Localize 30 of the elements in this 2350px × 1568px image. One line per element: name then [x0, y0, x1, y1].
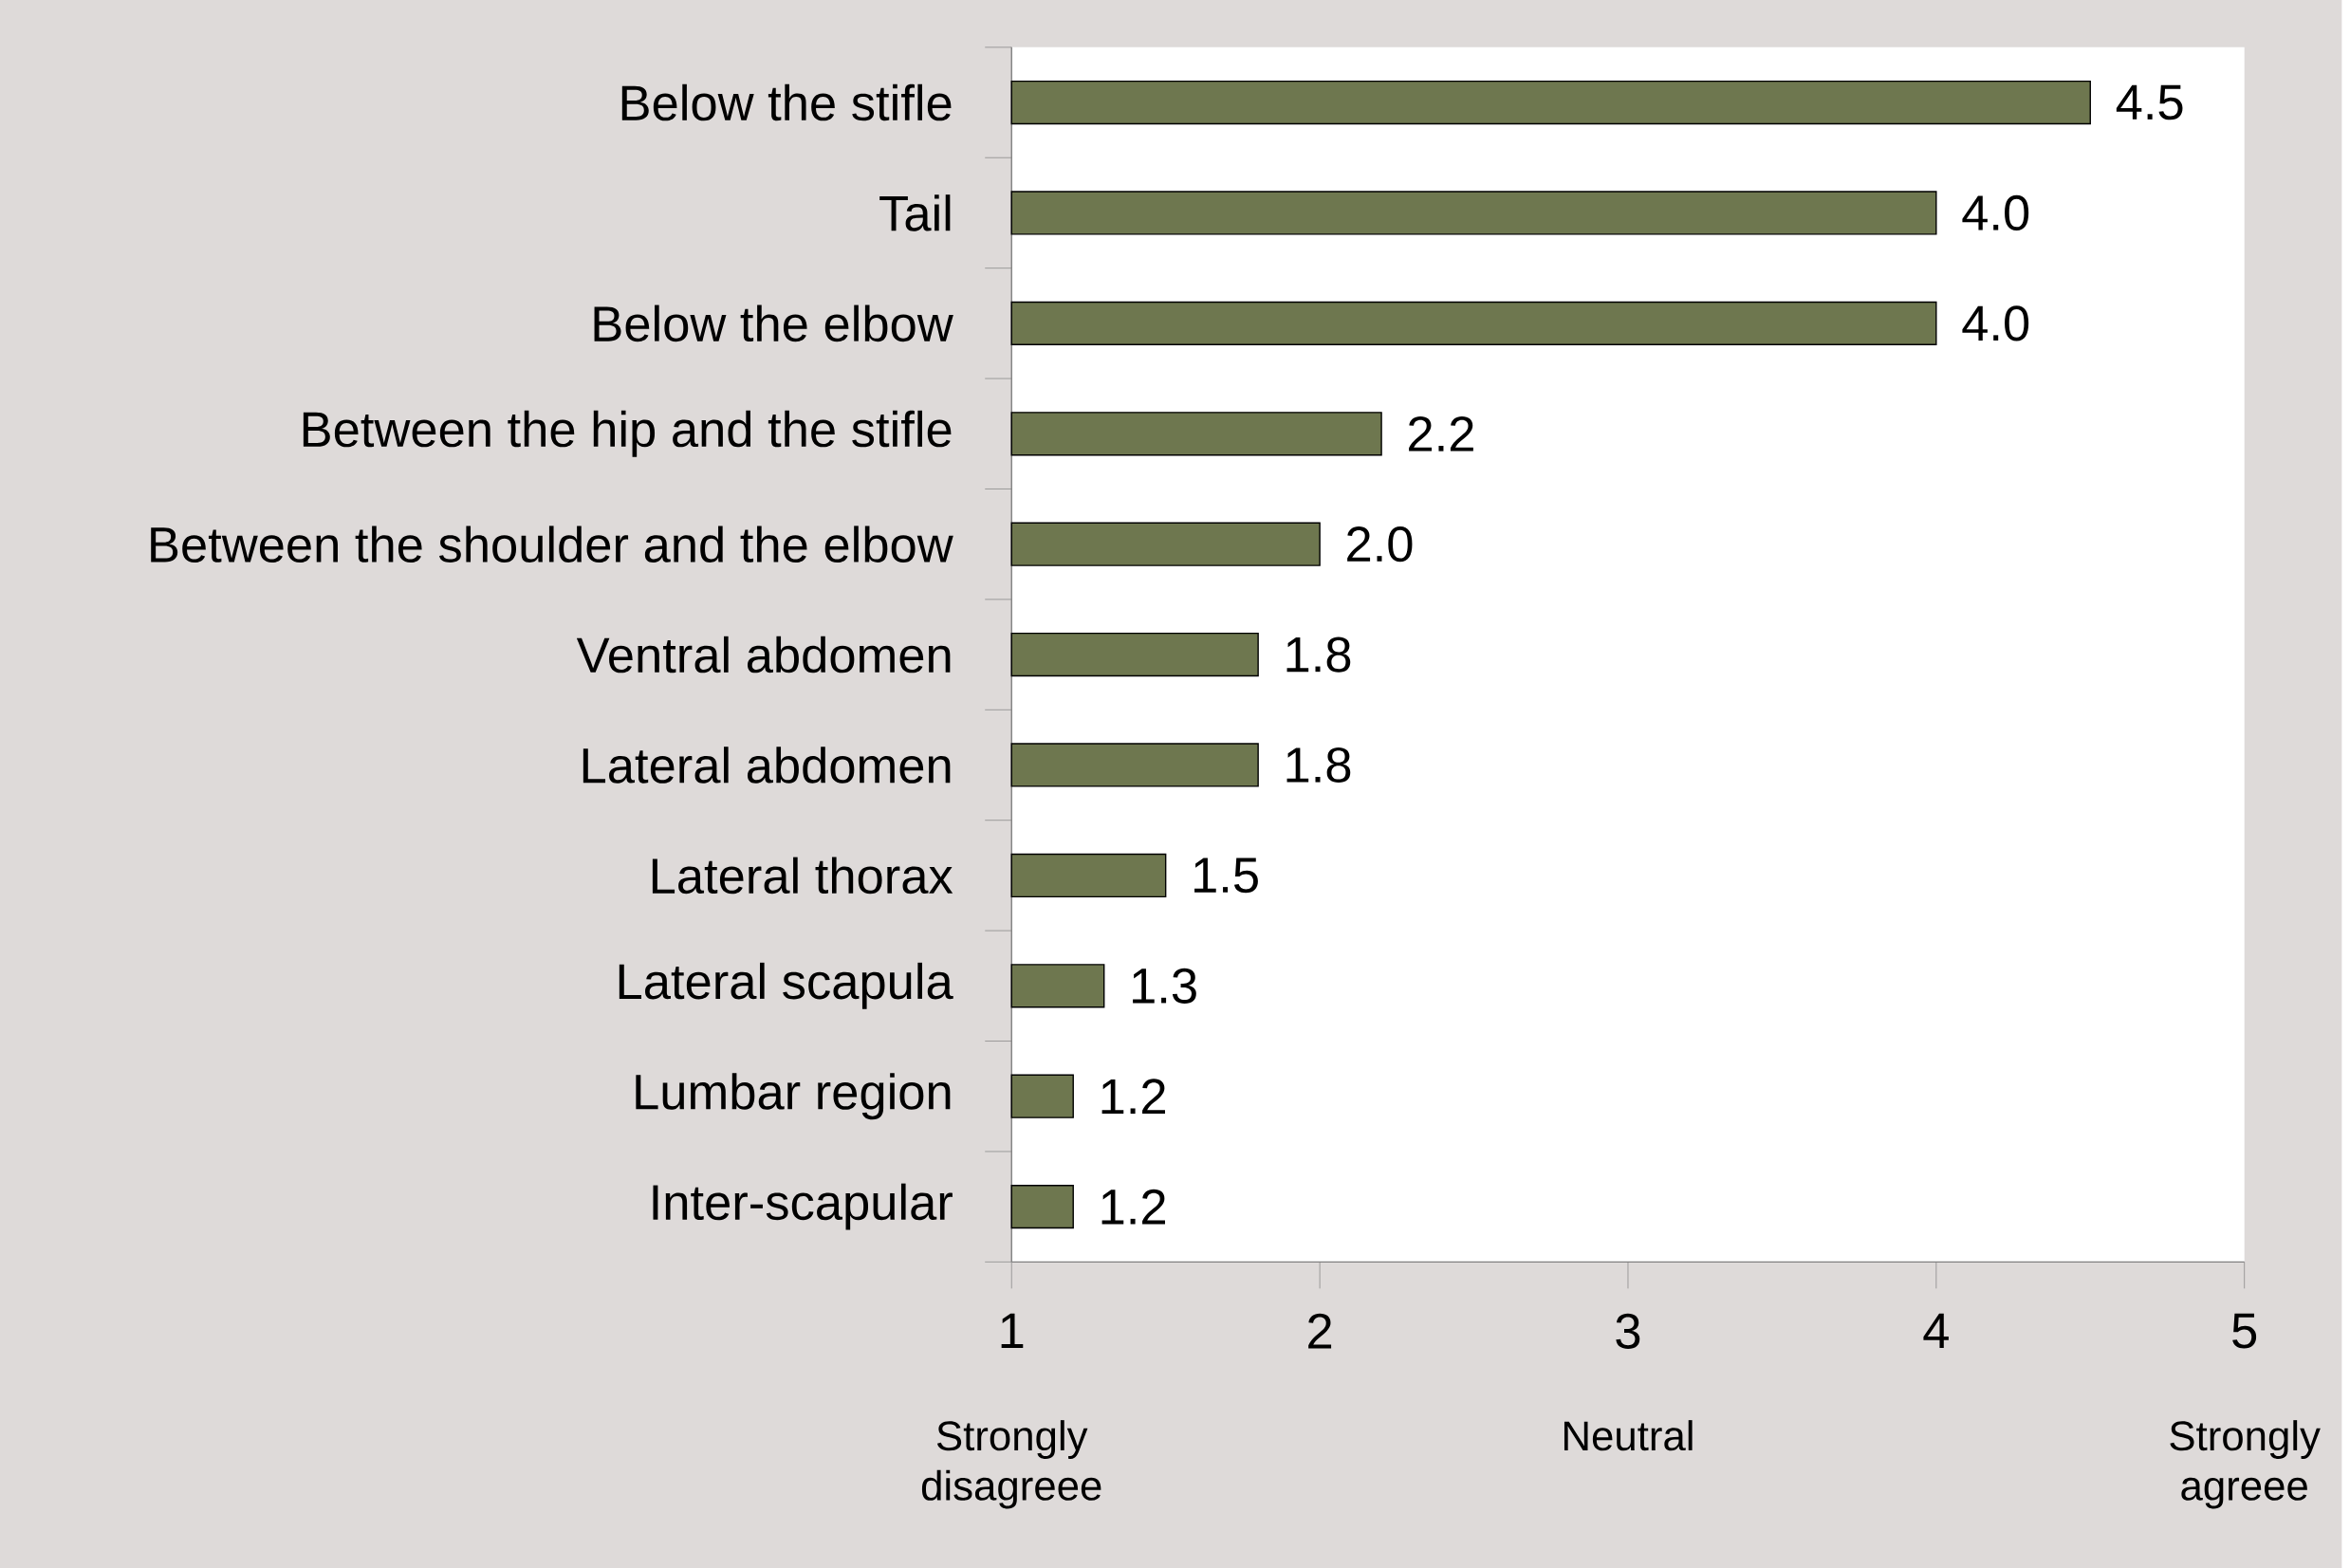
data-label: 2.2	[1409, 415, 1473, 452]
y-tick-label: Tail	[879, 194, 951, 231]
data-label: 1.8	[1286, 636, 1351, 673]
data-label: 1.2	[1101, 1079, 1166, 1114]
data-label: 1.3	[1133, 968, 1196, 1004]
x-tick-label: 3	[1616, 1313, 1640, 1349]
y-tick-label: Lumbar region	[636, 1073, 951, 1120]
data-label: 4.5	[2116, 84, 2183, 120]
y-tick-label: Lateral scapula	[619, 962, 953, 1009]
y-tick-label: Lateral thorax	[652, 857, 953, 895]
data-label: 4.0	[1962, 305, 2029, 341]
data-label: 1.8	[1286, 747, 1351, 783]
y-tick-label: Below the stifle	[621, 83, 952, 121]
x-tick-label: 4	[1923, 1313, 1949, 1348]
y-tick-label: Below the elbow	[594, 304, 953, 342]
y-tick-label: Ventral abdomen	[576, 636, 951, 673]
x-tick-label: 2	[1308, 1313, 1332, 1349]
data-label: 4.0	[1962, 194, 2029, 231]
data-label: 1.2	[1101, 1189, 1166, 1225]
y-tick-label: Lateral abdomen	[583, 747, 951, 784]
text: Strongly agreee	[2170, 1420, 2321, 1509]
data-label: 1.5	[1194, 858, 1258, 894]
x-tick-label: 5	[2232, 1313, 2257, 1349]
x-tick-label: 1	[1001, 1313, 1024, 1348]
text: Strongly disagreee	[921, 1420, 1101, 1509]
text: Neutral	[1564, 1420, 1693, 1451]
data-label: 2.0	[1347, 526, 1413, 563]
y-tick-label: Between the hip and the stifle	[303, 410, 952, 457]
y-tick-label: Between the shoulder and the elbow	[151, 526, 953, 563]
y-tick-label: Inter-scapular	[653, 1183, 953, 1230]
